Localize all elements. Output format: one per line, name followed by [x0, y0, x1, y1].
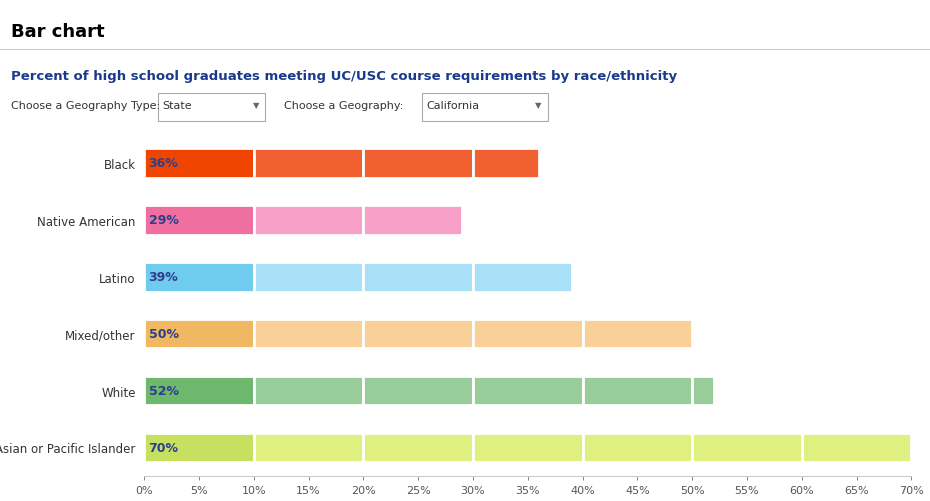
Bar [364, 149, 473, 178]
Bar [692, 376, 714, 405]
Text: Choose a Geography:: Choose a Geography: [284, 101, 403, 111]
Bar [144, 319, 254, 349]
Bar [582, 433, 692, 462]
Bar [144, 433, 254, 462]
Text: 29%: 29% [149, 214, 179, 227]
Bar [144, 263, 254, 292]
Text: ▼: ▼ [253, 101, 259, 110]
Bar [254, 319, 364, 349]
Bar [254, 376, 364, 405]
Text: Bar chart: Bar chart [11, 23, 105, 41]
Bar [473, 149, 538, 178]
FancyBboxPatch shape [422, 94, 548, 122]
Bar [364, 433, 473, 462]
Bar [802, 433, 911, 462]
Bar [144, 376, 254, 405]
Text: 36%: 36% [149, 157, 179, 170]
Text: California: California [426, 101, 479, 111]
Text: 50%: 50% [149, 328, 179, 341]
Text: 70%: 70% [149, 441, 179, 454]
Bar [473, 376, 582, 405]
Bar [254, 149, 364, 178]
Bar [473, 319, 582, 349]
Text: 39%: 39% [149, 271, 179, 284]
Bar [254, 433, 364, 462]
Text: ▼: ▼ [535, 101, 541, 110]
Text: Percent of high school graduates meeting UC/USC course requirements by race/ethn: Percent of high school graduates meeting… [11, 70, 677, 83]
Bar [582, 376, 692, 405]
Bar [144, 149, 254, 178]
Bar [254, 206, 364, 235]
Bar [364, 319, 473, 349]
Text: State: State [162, 101, 192, 111]
Bar [473, 433, 582, 462]
Bar [144, 206, 254, 235]
Bar [473, 263, 572, 292]
Bar [692, 433, 802, 462]
Bar [364, 376, 473, 405]
Text: Choose a Geography Type:: Choose a Geography Type: [11, 101, 160, 111]
Bar [364, 206, 462, 235]
Bar [364, 263, 473, 292]
FancyBboxPatch shape [158, 94, 265, 122]
Bar [254, 263, 364, 292]
Bar [582, 319, 692, 349]
Text: 52%: 52% [149, 384, 179, 397]
